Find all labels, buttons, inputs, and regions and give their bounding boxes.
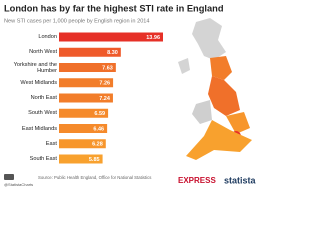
chart: London has by far the highest STI rate i… <box>4 3 257 187</box>
value-label: 6.28 <box>92 142 103 148</box>
value-label: 7.24 <box>99 96 111 102</box>
bar <box>59 93 113 103</box>
bar <box>59 139 106 149</box>
map <box>178 18 252 160</box>
map-ireland <box>178 58 190 74</box>
category-label: Yorkshire and the Humber <box>13 61 57 74</box>
value-label: 6.46 <box>93 126 104 132</box>
map-east <box>226 112 250 134</box>
logo: statista <box>224 175 257 185</box>
value-label: 7.63 <box>102 65 113 71</box>
chart-title: London has by far the highest STI rate i… <box>4 3 224 13</box>
value-label: 7.26 <box>99 81 110 87</box>
bar <box>59 124 108 133</box>
value-label: 13.96 <box>146 35 160 41</box>
chart-canvas: London has by far the highest STI rate i… <box>4 3 257 187</box>
category-label: North East <box>30 95 57 101</box>
category-label: East Midlands <box>21 125 57 132</box>
source: Source: Public Health England, Office fo… <box>38 175 151 180</box>
bar <box>59 108 109 118</box>
category-label: North West <box>29 49 57 56</box>
category-label: London <box>38 34 57 40</box>
bar <box>59 63 116 72</box>
category-label: East <box>45 140 57 147</box>
map-south <box>186 120 252 160</box>
cc-icon <box>4 174 14 180</box>
bar <box>59 47 121 57</box>
category-label: South East <box>29 156 57 162</box>
bar <box>59 78 114 88</box>
logo: EXPRESS <box>178 176 216 185</box>
map-scotland <box>192 18 226 60</box>
bar <box>59 154 103 164</box>
value-label: 6.59 <box>94 111 105 117</box>
value-label: 5.85 <box>89 157 100 163</box>
category-label: West Midlands <box>20 79 57 86</box>
map-mid <box>208 76 240 116</box>
map-wales <box>192 100 212 124</box>
category-label: South West <box>28 110 57 117</box>
handle: @StatistaCharts <box>4 182 33 187</box>
value-label: 8.30 <box>107 50 118 56</box>
bar <box>59 32 163 42</box>
chart-subtitle: New STI cases per 1,000 people by Englis… <box>4 18 150 24</box>
map-north <box>210 56 232 80</box>
